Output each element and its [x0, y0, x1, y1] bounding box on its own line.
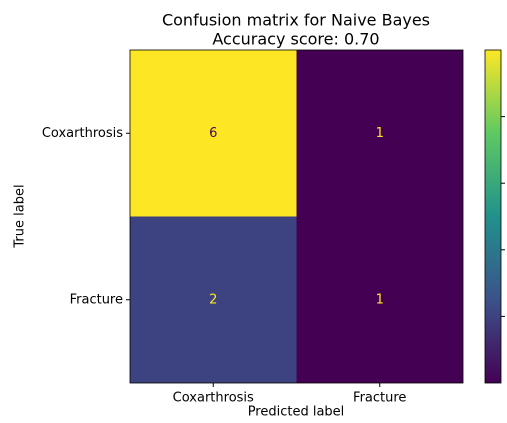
x-tick-label: Fracture — [353, 391, 406, 406]
cell — [296, 216, 463, 383]
y-axis-label: True label — [13, 184, 28, 248]
cell — [130, 50, 297, 217]
y-tick-label: Coxarthrosis — [42, 126, 123, 141]
cell — [296, 50, 463, 217]
plot-frame — [129, 49, 464, 384]
x-tick-label: Coxarthrosis — [173, 391, 254, 406]
y-tick-label: Fracture — [70, 292, 123, 307]
cell — [130, 216, 297, 383]
colorbar — [484, 49, 502, 384]
cell-label: 2 — [209, 292, 217, 307]
chart-subtitle: Accuracy score: 0.70 — [212, 30, 379, 49]
chart-title: Confusion matrix for Naive Bayes — [162, 11, 430, 30]
cell-label: 1 — [376, 126, 384, 141]
x-axis-label: Predicted label — [248, 405, 345, 420]
cell-label: 1 — [376, 292, 384, 307]
cell-label: 6 — [209, 126, 217, 141]
